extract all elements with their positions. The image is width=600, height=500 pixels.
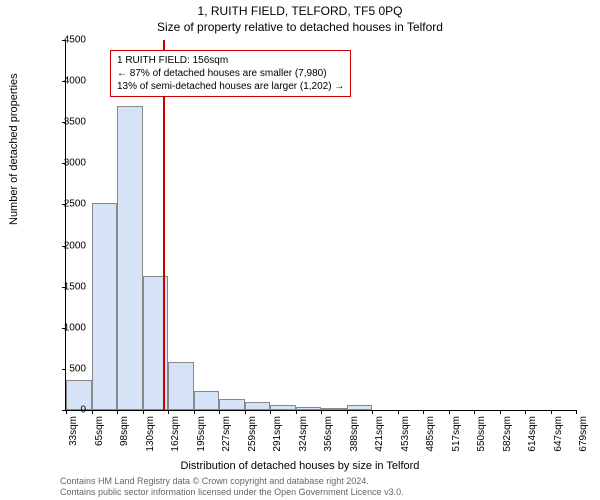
infobox-line2: ← 87% of detached houses are smaller (7,…	[117, 67, 344, 80]
xtick-mark	[398, 410, 399, 414]
ytick-label: 0	[80, 405, 86, 416]
xtick-mark	[219, 410, 220, 414]
xtick-label: 162sqm	[170, 416, 181, 452]
x-axis-label: Distribution of detached houses by size …	[0, 460, 600, 472]
xtick-label: 550sqm	[476, 416, 487, 452]
xtick-label: 33sqm	[68, 416, 79, 446]
xtick-label: 582sqm	[502, 416, 513, 452]
histogram-bar	[245, 402, 271, 410]
xtick-mark	[117, 410, 118, 414]
histogram-bar	[117, 106, 143, 410]
histogram-bar	[219, 399, 245, 411]
xtick-label: 291sqm	[272, 416, 283, 452]
ytick-label: 4500	[64, 35, 86, 46]
chart-container: 1, RUITH FIELD, TELFORD, TF5 0PQ Size of…	[0, 0, 600, 500]
xtick-label: 65sqm	[94, 416, 105, 446]
info-box: 1 RUITH FIELD: 156sqm ← 87% of detached …	[110, 50, 351, 97]
xtick-mark	[296, 410, 297, 414]
xtick-label: 227sqm	[221, 416, 232, 452]
address-title: 1, RUITH FIELD, TELFORD, TF5 0PQ	[0, 4, 600, 18]
ytick-label: 4000	[64, 76, 86, 87]
histogram-bar	[347, 405, 373, 410]
xtick-label: 421sqm	[374, 416, 385, 452]
xtick-mark	[321, 410, 322, 414]
ytick-mark	[62, 369, 66, 370]
xtick-label: 453sqm	[400, 416, 411, 452]
xtick-mark	[270, 410, 271, 414]
infobox-line1: 1 RUITH FIELD: 156sqm	[117, 54, 344, 67]
ytick-label: 3500	[64, 117, 86, 128]
ytick-label: 1000	[64, 322, 86, 333]
ytick-label: 500	[69, 363, 86, 374]
xtick-label: 356sqm	[323, 416, 334, 452]
xtick-mark	[474, 410, 475, 414]
xtick-label: 130sqm	[145, 416, 156, 452]
ytick-label: 3000	[64, 158, 86, 169]
y-axis-label: Number of detached properties	[8, 73, 20, 225]
histogram-bar	[66, 380, 92, 410]
xtick-mark	[66, 410, 67, 414]
xtick-mark	[194, 410, 195, 414]
footer: Contains HM Land Registry data © Crown c…	[60, 476, 404, 498]
xtick-mark	[500, 410, 501, 414]
xtick-mark	[372, 410, 373, 414]
xtick-mark	[423, 410, 424, 414]
xtick-label: 485sqm	[425, 416, 436, 452]
xtick-mark	[576, 410, 577, 414]
xtick-label: 679sqm	[578, 416, 589, 452]
xtick-mark	[168, 410, 169, 414]
xtick-mark	[245, 410, 246, 414]
footer-line1: Contains HM Land Registry data © Crown c…	[60, 476, 404, 487]
ytick-label: 2500	[64, 199, 86, 210]
ytick-label: 1500	[64, 281, 86, 292]
histogram-bar	[92, 203, 118, 410]
xtick-label: 324sqm	[298, 416, 309, 452]
histogram-bar	[321, 408, 347, 410]
xtick-mark	[92, 410, 93, 414]
histogram-bar	[270, 405, 296, 410]
xtick-mark	[525, 410, 526, 414]
chart-title: Size of property relative to detached ho…	[0, 20, 600, 34]
xtick-mark	[551, 410, 552, 414]
footer-line2: Contains public sector information licen…	[60, 487, 404, 498]
xtick-label: 259sqm	[247, 416, 258, 452]
xtick-mark	[143, 410, 144, 414]
histogram-bar	[194, 391, 220, 410]
xtick-mark	[449, 410, 450, 414]
histogram-bar	[168, 362, 194, 410]
xtick-label: 388sqm	[349, 416, 360, 452]
ytick-label: 2000	[64, 240, 86, 251]
xtick-label: 647sqm	[553, 416, 564, 452]
xtick-label: 98sqm	[119, 416, 130, 446]
infobox-line3: 13% of semi-detached houses are larger (…	[117, 80, 344, 93]
xtick-mark	[347, 410, 348, 414]
xtick-label: 195sqm	[196, 416, 207, 452]
xtick-label: 614sqm	[527, 416, 538, 452]
xtick-label: 517sqm	[451, 416, 462, 452]
histogram-bar	[296, 407, 322, 410]
